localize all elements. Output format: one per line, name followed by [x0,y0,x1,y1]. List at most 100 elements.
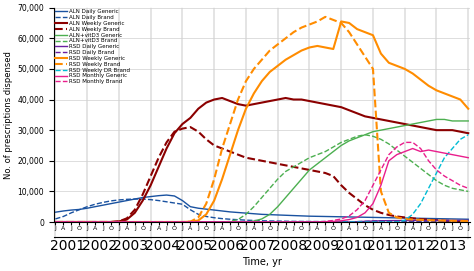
RSD Daily Brand [402,219,408,222]
RSD Daily Generic [315,220,320,224]
ALN Weekly Brand [299,167,304,170]
RSD Daily Brand [370,220,376,223]
RSD Daily Brand [291,220,296,224]
ALN Daily Brand [378,220,384,223]
RSD Daily Generic [164,220,169,224]
ALN Weekly Generic [322,102,328,106]
ALN Daily Brand [132,197,137,201]
RSD Monthly Brand [426,159,431,162]
ALN+vitD3 Generic [315,162,320,166]
RSD Monthly Brand [53,220,58,224]
ALN+vitD3 Generic [53,220,58,224]
RSD Weekly Generic [299,49,304,52]
ALN Daily Generic [307,215,312,218]
RSD Weekly DR Brand [299,220,304,224]
ALN Daily Generic [164,193,169,197]
ALN Weekly Brand [426,218,431,221]
ALN Weekly Brand [53,220,58,224]
RSD Monthly Generic [164,220,169,224]
RSD Weekly Generic [378,52,384,55]
ALN Weekly Generic [299,98,304,101]
RSD Weekly Generic [465,107,471,110]
ALN+vitD3 Generic [370,130,376,133]
RSD Weekly Generic [53,220,58,224]
Line: ALN Daily Generic: ALN Daily Generic [55,195,468,219]
ALN+vitD3 Brand [291,165,296,169]
RSD Weekly Brand [378,190,384,193]
ALN Weekly Brand [307,168,312,172]
RSD Weekly Generic [338,20,344,23]
RSD Monthly Generic [426,149,431,152]
RSD Daily Brand [164,220,169,224]
ALN Weekly Generic [164,147,169,150]
RSD Daily Generic [418,219,423,222]
RSD Weekly Generic [315,44,320,48]
RSD Monthly Brand [315,220,320,224]
ALN Daily Generic [378,216,384,219]
RSD Daily Brand [315,220,320,224]
ALN Daily Brand [299,220,304,223]
RSD Monthly Brand [370,184,376,187]
ALN Daily Generic [299,214,304,218]
ALN Weekly Brand [465,220,471,223]
RSD Daily Generic [299,220,304,224]
ALN+vitD3 Generic [299,178,304,181]
ALN Daily Brand [465,220,471,224]
RSD Daily Brand [426,219,431,222]
RSD Weekly DR Brand [465,133,471,136]
RSD Daily Generic [53,220,58,224]
ALN Daily Generic [53,211,58,214]
RSD Weekly Brand [426,218,431,222]
Line: RSD Daily Generic: RSD Daily Generic [55,220,468,222]
RSD Monthly Generic [53,220,58,224]
ALN Daily Brand [53,217,58,221]
Line: RSD Daily Brand: RSD Daily Brand [55,221,468,222]
ALN Weekly Brand [164,141,169,144]
ALN Weekly Generic [219,96,225,100]
Line: ALN Weekly Generic: ALN Weekly Generic [55,98,468,222]
ALN+vitD3 Brand [465,190,471,193]
Y-axis label: No. of prescriptions dispensed: No. of prescriptions dispensed [4,51,13,179]
ALN+vitD3 Generic [164,220,169,224]
ALN+vitD3 Brand [362,133,368,136]
RSD Monthly Generic [370,202,376,205]
RSD Daily Brand [299,220,304,224]
ALN Weekly Brand [322,171,328,175]
RSD Monthly Brand [291,220,296,224]
ALN Daily Brand [426,220,431,224]
RSD Monthly Generic [465,156,471,159]
Line: RSD Weekly DR Brand: RSD Weekly DR Brand [55,135,468,222]
RSD Monthly Brand [402,141,408,144]
ALN Weekly Generic [426,127,431,130]
ALN Daily Brand [307,220,312,223]
ALN Daily Brand [322,220,328,223]
RSD Weekly Brand [53,220,58,224]
RSD Weekly DR Brand [315,220,320,224]
RSD Weekly DR Brand [164,220,169,224]
ALN+vitD3 Generic [418,121,423,124]
ALN Daily Generic [322,215,328,218]
ALN Weekly Generic [378,118,384,121]
RSD Daily Generic [465,219,471,222]
Line: ALN+vitD3 Brand: ALN+vitD3 Brand [55,135,468,222]
RSD Weekly DR Brand [370,220,376,224]
ALN+vitD3 Brand [53,220,58,224]
RSD Daily Brand [465,219,471,222]
ALN+vitD3 Generic [291,187,296,190]
RSD Monthly Brand [299,220,304,224]
Line: ALN Daily Brand: ALN Daily Brand [55,199,468,222]
RSD Monthly Generic [291,220,296,224]
ALN+vitD3 Brand [378,138,384,141]
ALN Weekly Brand [378,211,384,214]
RSD Monthly Generic [315,220,320,224]
RSD Daily Brand [53,220,58,224]
RSD Monthly Generic [299,220,304,224]
ALN+vitD3 Brand [164,220,169,224]
RSD Monthly Generic [410,147,416,150]
ALN Weekly Brand [188,125,193,129]
RSD Daily Generic [291,220,296,224]
RSD Weekly DR Brand [53,220,58,224]
X-axis label: Time, yr: Time, yr [242,257,282,267]
RSD Weekly Brand [322,15,328,18]
RSD Monthly Brand [465,187,471,190]
